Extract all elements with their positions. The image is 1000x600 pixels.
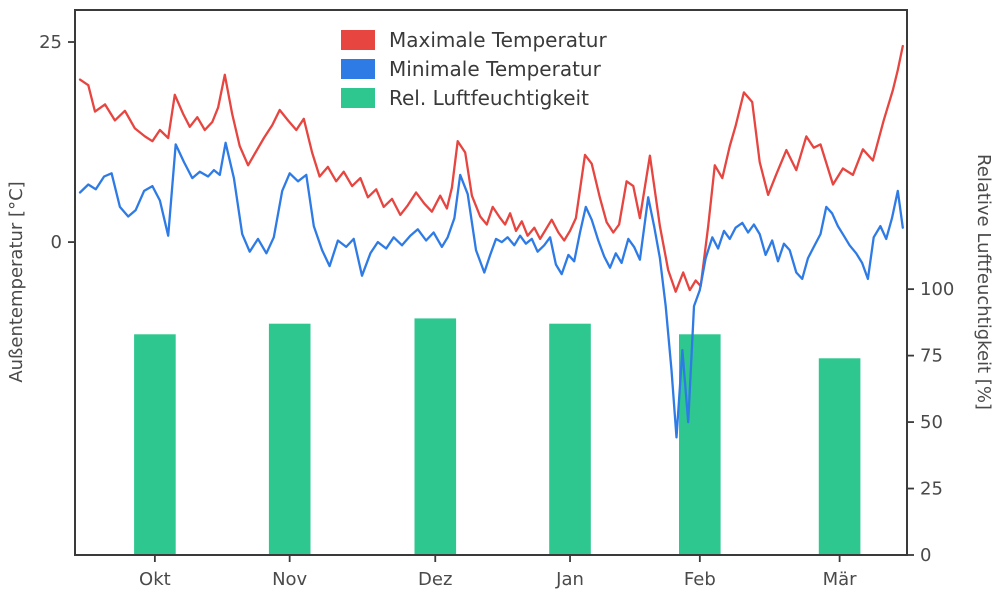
humidity-bar bbox=[134, 334, 176, 555]
right-tick-label: 75 bbox=[920, 346, 943, 367]
humidity-bar bbox=[679, 334, 721, 555]
x-tick-label: Feb bbox=[684, 569, 716, 590]
max-temp-line bbox=[78, 44, 904, 293]
min-temp-line bbox=[78, 141, 904, 439]
legend-item-min-temp: Minimale Temperatur bbox=[341, 59, 607, 79]
max-temp-color-patch bbox=[341, 30, 375, 50]
right-tick-label: 0 bbox=[920, 545, 931, 566]
min-temp-color-patch bbox=[341, 59, 375, 79]
plot-area: 0 25 0 25 50 75 100 Okt Nov Dez Jan Feb Mär bbox=[39, 9, 954, 590]
legend-item-max-temp: Maximale Temperatur bbox=[341, 30, 607, 50]
legend-label: Minimale Temperatur bbox=[389, 57, 601, 81]
right-tick-label: 25 bbox=[920, 479, 943, 500]
x-tick-label: Dez bbox=[418, 569, 452, 590]
legend-item-humidity: Rel. Luftfeuchtigkeit bbox=[341, 88, 607, 108]
x-tick-label: Nov bbox=[272, 569, 307, 590]
humidity-color-patch bbox=[341, 88, 375, 108]
x-tick-label: Jan bbox=[555, 569, 584, 590]
right-axis-label: Relative Luftfeuchtigkeit [%] bbox=[973, 154, 994, 410]
left-tick-label: 25 bbox=[39, 32, 62, 53]
right-tick-label: 100 bbox=[920, 279, 954, 300]
humidity-bar bbox=[414, 318, 457, 555]
humidity-bar bbox=[818, 358, 861, 555]
legend: Maximale Temperatur Minimale Temperatur … bbox=[341, 30, 607, 108]
x-tick-label: Okt bbox=[139, 569, 171, 590]
plot-frame bbox=[74, 9, 908, 556]
humidity-bar bbox=[549, 323, 591, 555]
left-axis-label: Außentemperatur [°C] bbox=[6, 181, 27, 382]
humidity-bar bbox=[268, 323, 311, 555]
left-tick-label: 0 bbox=[51, 232, 62, 253]
x-tick-label: Mär bbox=[823, 569, 858, 590]
legend-label: Maximale Temperatur bbox=[389, 28, 607, 52]
right-tick-label: 50 bbox=[920, 412, 943, 433]
legend-label: Rel. Luftfeuchtigkeit bbox=[389, 86, 589, 110]
